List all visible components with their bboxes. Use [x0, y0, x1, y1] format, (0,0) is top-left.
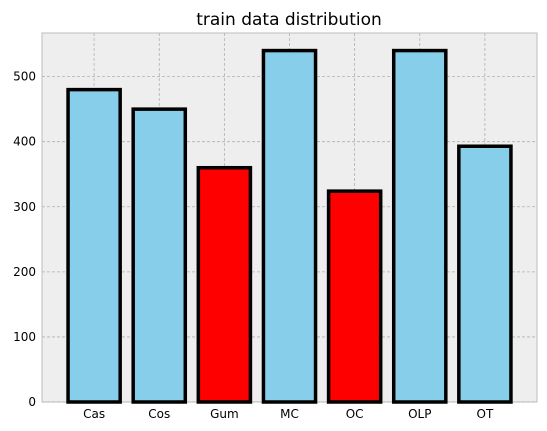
- y-axis-ticks: 0 100 200 300 400 500: [13, 70, 36, 409]
- y-tick-label: 100: [13, 330, 36, 344]
- bar-ot: [457, 144, 513, 404]
- bar-cos: [131, 107, 188, 404]
- x-tick-label: OLP: [408, 407, 431, 421]
- x-axis-ticks: Cas Cos Gum MC OC OLP OT: [83, 407, 494, 421]
- x-tick-label: MC: [280, 407, 299, 421]
- y-tick-label: 200: [13, 265, 36, 279]
- y-tick-label: 0: [28, 395, 36, 409]
- y-tick-label: 400: [13, 135, 36, 149]
- x-tick-label: OC: [346, 407, 364, 421]
- bar-oc: [326, 189, 383, 404]
- chart-title: train data distribution: [196, 10, 382, 30]
- y-tick-label: 300: [13, 200, 36, 214]
- bar-gum: [196, 165, 253, 404]
- bar-mc: [261, 48, 318, 404]
- bar-olp: [391, 48, 448, 404]
- bars: [66, 48, 513, 404]
- x-tick-label: Cas: [83, 407, 105, 421]
- x-tick-label: OT: [477, 407, 494, 421]
- x-tick-label: Gum: [210, 407, 239, 421]
- y-tick-label: 500: [13, 70, 36, 84]
- bar-cas: [66, 87, 122, 404]
- x-tick-label: Cos: [148, 407, 170, 421]
